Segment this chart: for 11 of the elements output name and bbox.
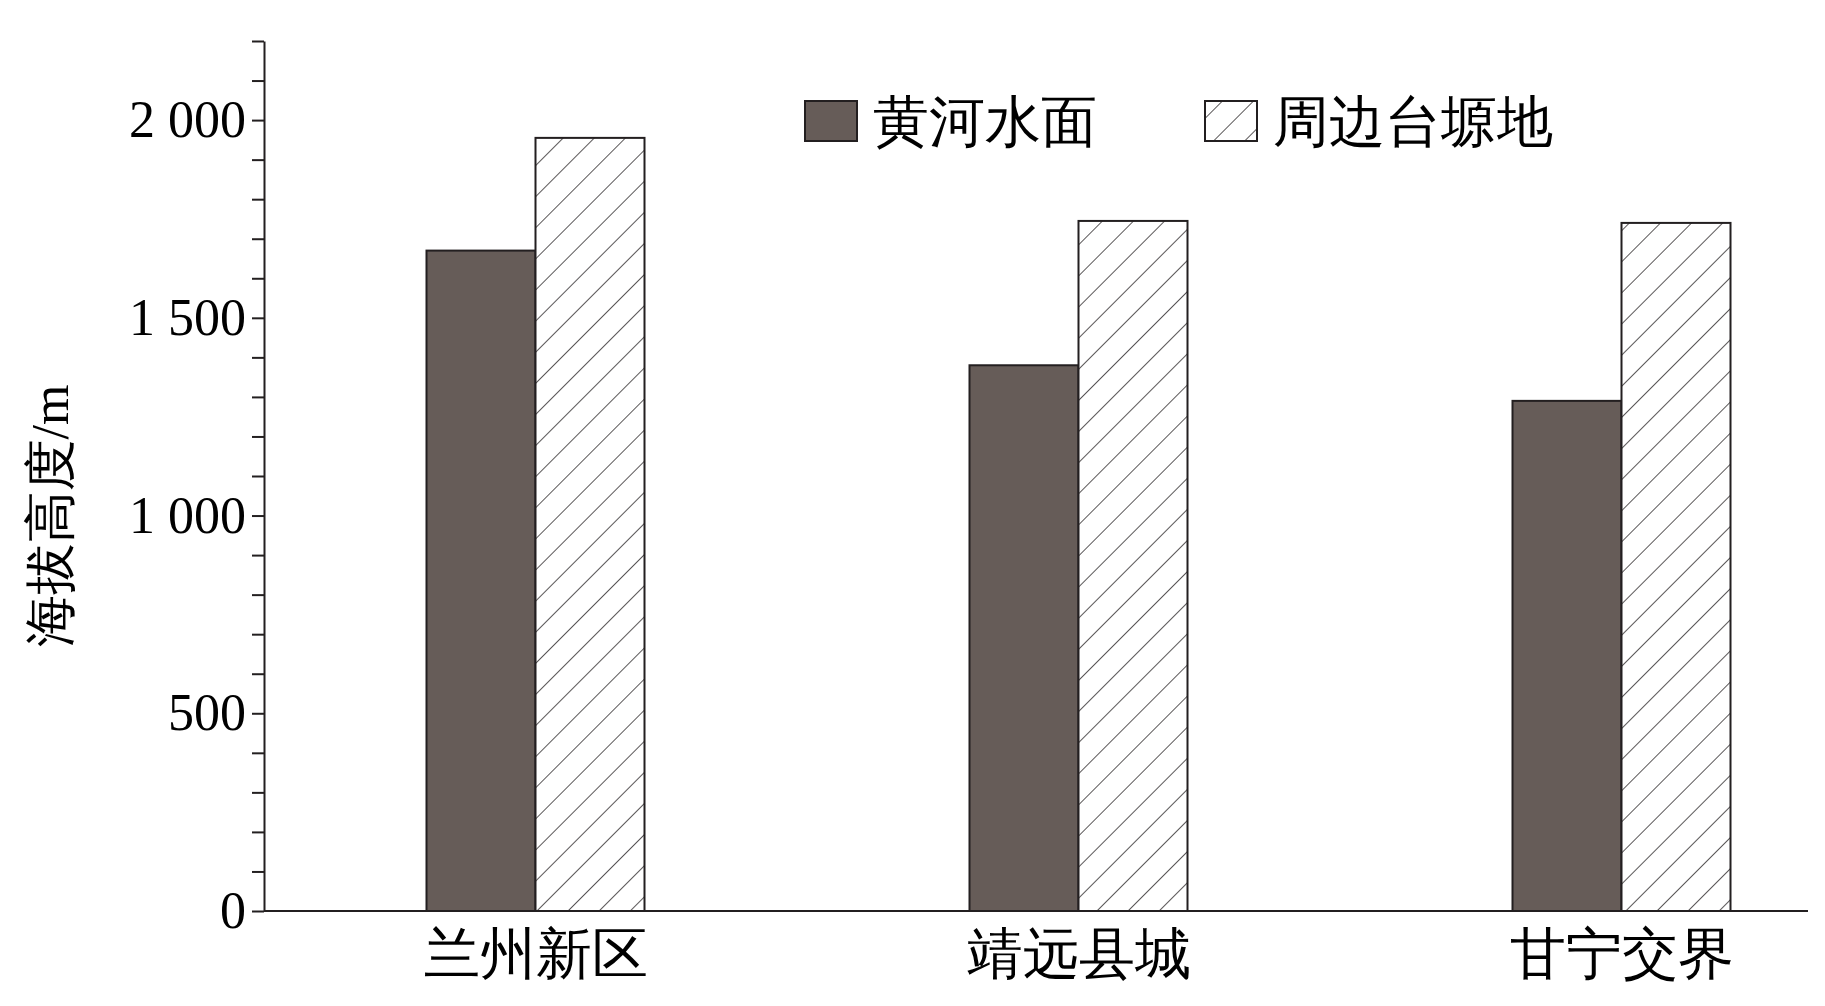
- legend-label: 周边台塬地: [1273, 90, 1553, 153]
- y-tick-label: 1 500: [129, 288, 246, 346]
- y-tick-label: 1 000: [129, 486, 246, 544]
- x-tick-label: 靖远县城: [966, 923, 1191, 985]
- y-tick-label: 500: [168, 684, 246, 742]
- y-axis-title: 海拔高度/m: [22, 384, 79, 648]
- x-tick-label: 兰州新区: [423, 923, 648, 985]
- x-tick-label: 甘宁交界: [1509, 923, 1734, 985]
- legend-label: 黄河水面: [873, 90, 1097, 153]
- y-tick-label: 0: [220, 882, 246, 940]
- y-tick-label: 2 000: [129, 91, 246, 149]
